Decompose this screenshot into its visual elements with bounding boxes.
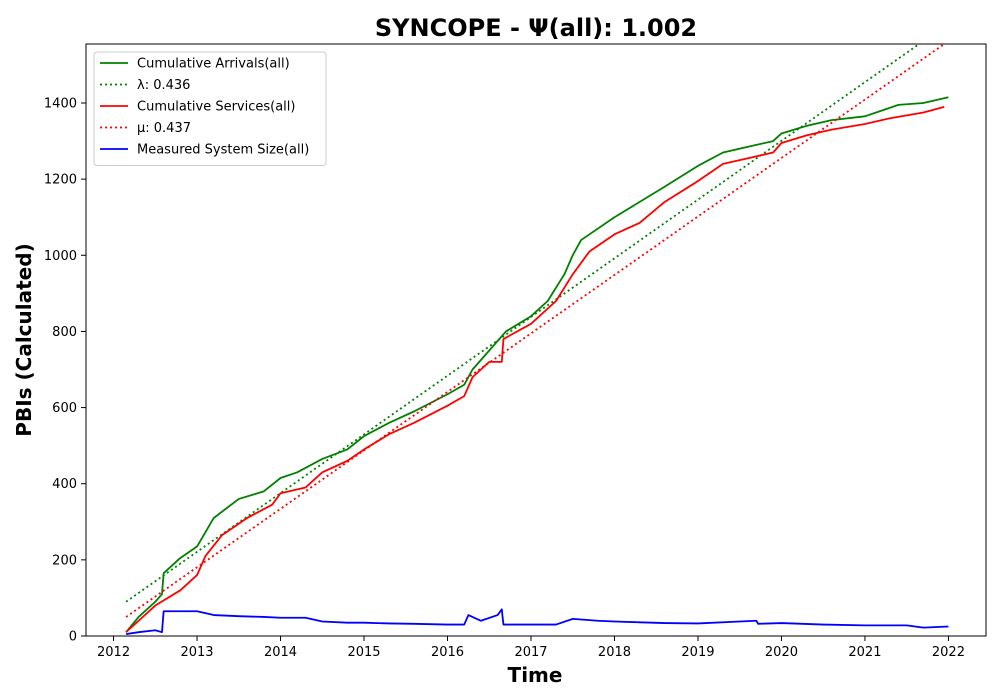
x-tick-label: 2018 [598,645,631,660]
series-line-1 [125,44,920,603]
y-tick-label: 400 [52,477,77,492]
y-tick-label: 1400 [44,97,77,112]
series-line-4 [125,608,949,635]
x-tick-label: 2013 [180,645,213,660]
legend-box [93,51,327,166]
plot-frame [85,43,987,637]
x-tick-label: 2020 [765,645,798,660]
y-tick-label: 0 [69,630,77,645]
series-line-3 [125,44,945,618]
x-axis-label: Time [508,663,563,687]
y-tick-label: 800 [52,325,77,340]
x-tick-label: 2014 [264,645,297,660]
x-tick-label: 2017 [514,645,547,660]
legend-label-3: μ: 0.437 [137,121,191,136]
legend-label-1: λ: 0.436 [137,78,190,93]
y-tick-label: 200 [52,553,77,568]
y-tick-label: 1200 [44,173,77,188]
x-tick-label: 2022 [932,645,965,660]
y-tick-label: 1000 [44,249,77,264]
y-tick-label: 600 [52,401,77,416]
x-tick-label: 2016 [431,645,464,660]
series-line-2 [125,105,945,633]
legend-label-0: Cumulative Arrivals(all) [137,57,290,72]
chart-title: SYNCOPE - Ψ(all): 1.002 [375,14,697,42]
legend: Cumulative Arrivals(all) λ: 0.436 Cumulati… [93,51,327,166]
x-tick-label: 2019 [681,645,714,660]
x-tick-label: 2012 [97,645,130,660]
legend-label-2: Cumulative Services(all) [137,100,295,115]
y-axis-label: PBIs (Calculated) [12,243,36,436]
x-tick-label: 2021 [848,645,881,660]
series-line-0 [125,96,949,633]
x-tick-label: 2015 [347,645,380,660]
legend-label-4: Measured System Size(all) [137,143,309,158]
